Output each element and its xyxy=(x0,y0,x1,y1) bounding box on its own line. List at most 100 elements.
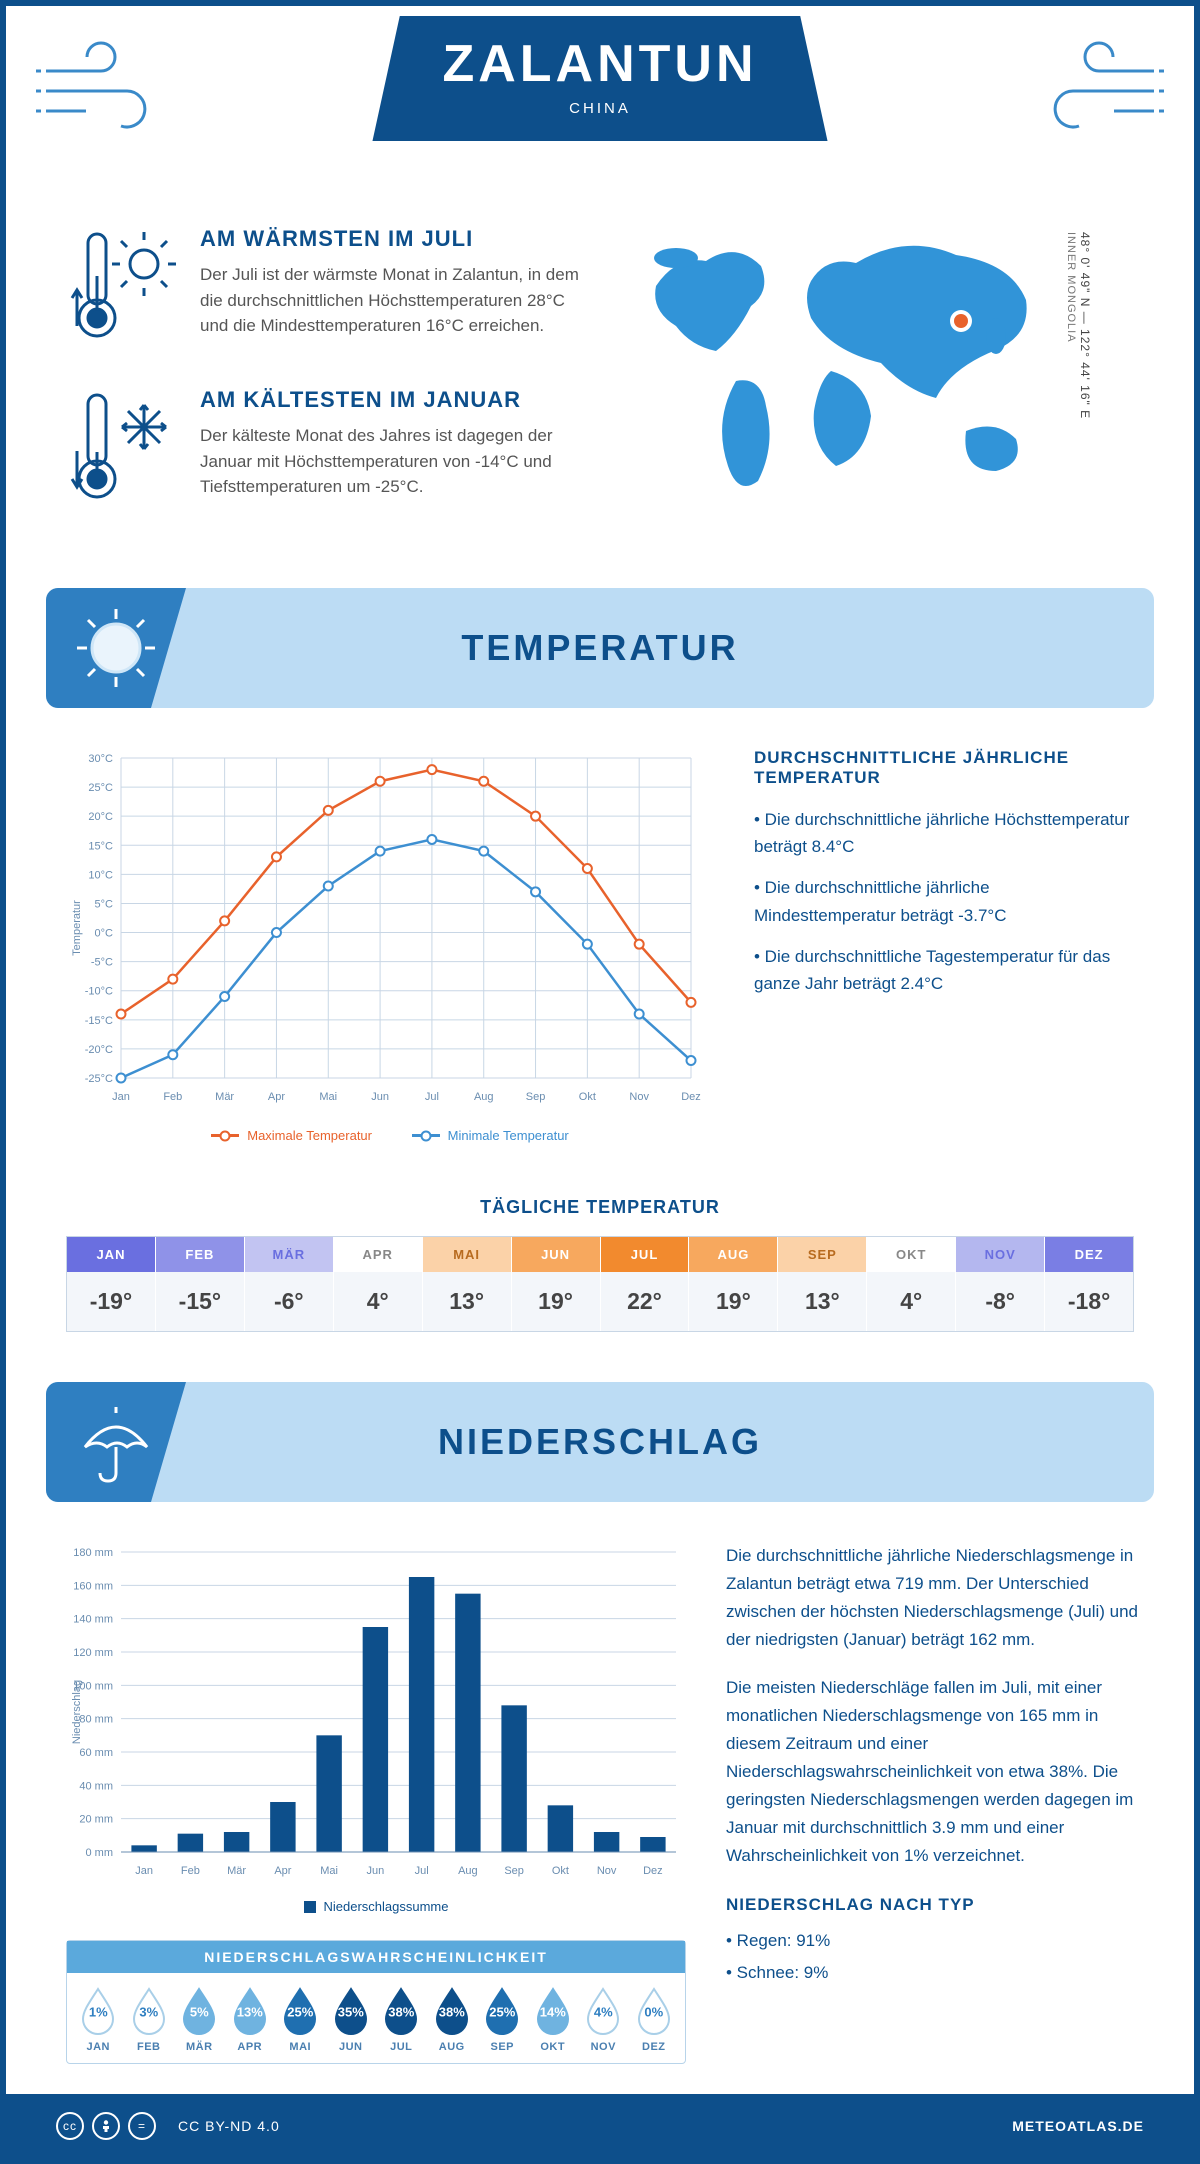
svg-text:20°C: 20°C xyxy=(88,811,113,823)
wind-icon xyxy=(36,36,166,151)
svg-text:Apr: Apr xyxy=(268,1091,285,1103)
prob-cell: 38%JUL xyxy=(376,1987,427,2053)
intro-section: AM WÄRMSTEN IM JULI Der Juli ist der wär… xyxy=(6,206,1194,588)
warmest-text: Der Juli ist der wärmste Monat in Zalant… xyxy=(200,262,596,339)
prob-title: NIEDERSCHLAGSWAHRSCHEINLICHKEIT xyxy=(67,1941,685,1973)
svg-text:5°C: 5°C xyxy=(95,898,114,910)
svg-text:Aug: Aug xyxy=(474,1091,494,1103)
precip-type-title: NIEDERSCHLAG NACH TYP xyxy=(726,1891,1146,1919)
svg-text:Apr: Apr xyxy=(274,1865,291,1877)
coldest-text: Der kälteste Monat des Jahres ist dagege… xyxy=(200,423,596,500)
precipitation-row: 0 mm20 mm40 mm60 mm80 mm100 mm120 mm140 … xyxy=(6,1502,1194,2094)
svg-text:-25°C: -25°C xyxy=(85,1073,113,1085)
warmest-fact: AM WÄRMSTEN IM JULI Der Juli ist der wär… xyxy=(66,226,596,351)
prob-cell: 13%APR xyxy=(225,1987,276,2053)
temperature-line-chart: -25°C-20°C-15°C-10°C-5°C0°C5°C10°C15°C20… xyxy=(66,748,714,1143)
license-badges: cc = CC BY-ND 4.0 xyxy=(56,2112,280,2140)
daily-temp-cell: OKT4° xyxy=(867,1237,956,1331)
svg-text:-5°C: -5°C xyxy=(91,957,113,969)
prob-cell: 0%DEZ xyxy=(629,1987,680,2053)
coldest-fact: AM KÄLTESTEN IM JANUAR Der kälteste Mona… xyxy=(66,387,596,512)
precip-text-1: Die durchschnittliche jährliche Niedersc… xyxy=(726,1542,1146,1654)
svg-text:Dez: Dez xyxy=(681,1091,701,1103)
daily-temp-cell: FEB-15° xyxy=(156,1237,245,1331)
svg-text:0°C: 0°C xyxy=(95,928,114,940)
svg-text:Sep: Sep xyxy=(526,1091,546,1103)
temperature-summary: DURCHSCHNITTLICHE JÄHRLICHE TEMPERATUR •… xyxy=(754,748,1134,1143)
daily-temp-cell: MAI13° xyxy=(423,1237,512,1331)
svg-text:Okt: Okt xyxy=(552,1865,569,1877)
svg-text:0 mm: 0 mm xyxy=(86,1847,114,1859)
svg-text:Feb: Feb xyxy=(163,1091,182,1103)
thermometer-sun-icon xyxy=(66,226,176,351)
temperature-banner: TEMPERATUR xyxy=(46,588,1154,708)
prob-cell: 25%SEP xyxy=(477,1987,528,2053)
title-banner: ZALANTUN CHINA xyxy=(372,16,827,141)
precipitation-banner: NIEDERSCHLAG xyxy=(46,1382,1154,1502)
svg-text:Aug: Aug xyxy=(458,1865,478,1877)
prob-cell: 4%NOV xyxy=(578,1987,629,2053)
svg-text:Dez: Dez xyxy=(643,1865,663,1877)
svg-text:Jan: Jan xyxy=(135,1865,153,1877)
header: ZALANTUN CHINA xyxy=(6,6,1194,206)
svg-text:Mär: Mär xyxy=(227,1865,246,1877)
prob-cell: 1%JAN xyxy=(73,1987,124,2053)
svg-text:-10°C: -10°C xyxy=(85,986,113,998)
svg-text:30°C: 30°C xyxy=(88,753,113,765)
by-icon xyxy=(92,2112,120,2140)
svg-text:Mär: Mär xyxy=(215,1091,234,1103)
daily-temp-cell: APR4° xyxy=(334,1237,423,1331)
svg-text:Temperatur: Temperatur xyxy=(71,900,83,956)
svg-text:120 mm: 120 mm xyxy=(73,1647,113,1659)
prob-cell: 38%AUG xyxy=(427,1987,478,2053)
daily-temp-cell: JUL22° xyxy=(601,1237,690,1331)
daily-temp-title: TÄGLICHE TEMPERATUR xyxy=(6,1197,1194,1218)
svg-text:Jan: Jan xyxy=(112,1091,130,1103)
prob-cell: 3%FEB xyxy=(124,1987,175,2053)
daily-temp-cell: AUG19° xyxy=(689,1237,778,1331)
svg-text:Mai: Mai xyxy=(319,1091,337,1103)
svg-text:20 mm: 20 mm xyxy=(79,1814,113,1826)
coldest-title: AM KÄLTESTEN IM JANUAR xyxy=(200,387,596,413)
precipitation-bar-chart: 0 mm20 mm40 mm60 mm80 mm100 mm120 mm140 … xyxy=(66,1542,686,1882)
warmest-title: AM WÄRMSTEN IM JULI xyxy=(200,226,596,252)
prob-row: 1%JAN3%FEB5%MÄR13%APR25%MAI35%JUN38%JUL3… xyxy=(67,1973,685,2063)
svg-text:180 mm: 180 mm xyxy=(73,1547,113,1559)
cc-icon: cc xyxy=(56,2112,84,2140)
temperature-heading: TEMPERATUR xyxy=(461,627,738,669)
svg-text:Okt: Okt xyxy=(579,1091,596,1103)
svg-text:10°C: 10°C xyxy=(88,869,113,881)
daily-temp-strip: JAN-19°FEB-15°MÄR-6°APR4°MAI13°JUN19°JUL… xyxy=(66,1236,1134,1332)
precipitation-summary: Die durchschnittliche jährliche Niedersc… xyxy=(726,1542,1146,2064)
prob-cell: 5%MÄR xyxy=(174,1987,225,2053)
daily-temp-cell: NOV-8° xyxy=(956,1237,1045,1331)
temp-summary-title: DURCHSCHNITTLICHE JÄHRLICHE TEMPERATUR xyxy=(754,748,1134,788)
coordinates: 48° 0' 49" N — 122° 44' 16" E INNER MONG… xyxy=(1056,226,1092,419)
temp-bullet: • Die durchschnittliche jährliche Höchst… xyxy=(754,806,1134,860)
prob-cell: 14%OKT xyxy=(528,1987,579,2053)
svg-text:15°C: 15°C xyxy=(88,840,113,852)
precipitation-left: 0 mm20 mm40 mm60 mm80 mm100 mm120 mm140 … xyxy=(66,1542,686,2064)
temperature-chart-row: -25°C-20°C-15°C-10°C-5°C0°C5°C10°C15°C20… xyxy=(6,708,1194,1163)
svg-text:Nov: Nov xyxy=(597,1865,617,1877)
temp-bullet: • Die durchschnittliche Tagestemperatur … xyxy=(754,943,1134,997)
prob-cell: 25%MAI xyxy=(275,1987,326,2053)
svg-text:Sep: Sep xyxy=(504,1865,524,1877)
daily-temp-cell: MÄR-6° xyxy=(245,1237,334,1331)
map-svg xyxy=(626,226,1056,506)
precipitation-heading: NIEDERSCHLAG xyxy=(438,1421,762,1463)
sun-icon xyxy=(46,588,186,708)
thermometer-snow-icon xyxy=(66,387,176,512)
svg-text:60 mm: 60 mm xyxy=(79,1747,113,1759)
country-subtitle: CHINA xyxy=(442,100,757,117)
nd-icon: = xyxy=(128,2112,156,2140)
precip-type-bullet: • Regen: 91% xyxy=(726,1927,1146,1955)
svg-text:25°C: 25°C xyxy=(88,782,113,794)
daily-temp-cell: JAN-19° xyxy=(67,1237,156,1331)
precip-type-bullet: • Schnee: 9% xyxy=(726,1959,1146,1987)
svg-text:Jul: Jul xyxy=(425,1091,439,1103)
temperature-legend: Maximale Temperatur Minimale Temperatur xyxy=(66,1125,714,1143)
svg-text:80 mm: 80 mm xyxy=(79,1714,113,1726)
daily-temp-cell: SEP13° xyxy=(778,1237,867,1331)
svg-text:-20°C: -20°C xyxy=(85,1044,113,1056)
